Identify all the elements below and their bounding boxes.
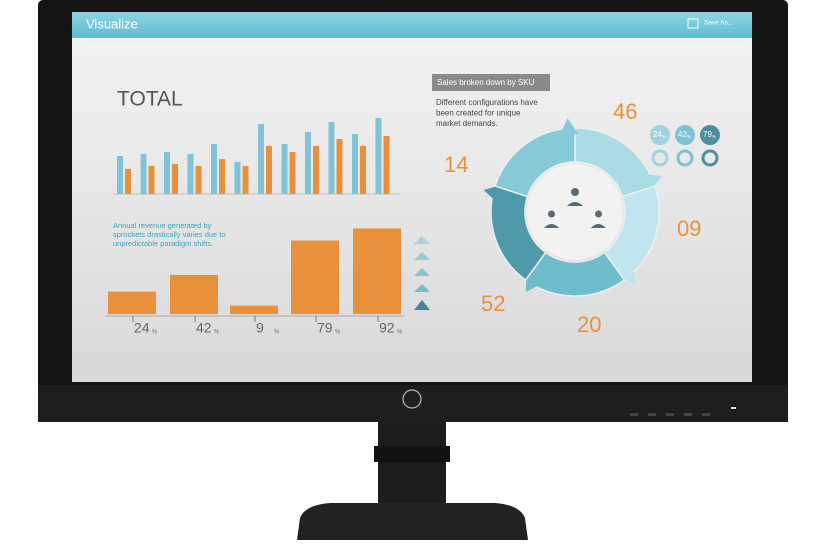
badge: [650, 125, 670, 145]
badge-value: 42: [678, 130, 687, 139]
bar: [148, 166, 155, 194]
badge: [700, 125, 720, 145]
description-line: sprockets drastically varies due to: [113, 230, 226, 239]
bar: [219, 159, 225, 194]
bar: [170, 274, 218, 314]
bar-unit: %: [274, 330, 280, 336]
bar-value: 42: [196, 320, 212, 336]
bar-unit: %: [397, 330, 403, 336]
bar: [336, 139, 343, 194]
donut-label: 20: [577, 312, 601, 337]
donut-segment: [494, 127, 576, 198]
bar: [117, 156, 123, 194]
bar: [164, 152, 170, 194]
bezel-chin: [38, 385, 788, 422]
bar: [234, 162, 241, 194]
bar: [266, 146, 272, 194]
bar-unit: %: [214, 330, 220, 336]
bar-value: 92: [379, 320, 395, 336]
bar: [172, 164, 178, 194]
bar: [328, 122, 335, 194]
save-button[interactable]: Save As...: [704, 20, 733, 27]
description-line: been created for unique: [436, 109, 521, 118]
save-icon[interactable]: [687, 18, 699, 29]
donut-label: 52: [481, 291, 505, 316]
donut-arrow: [525, 273, 543, 293]
bar-unit: %: [152, 330, 158, 336]
sku-label: Sales broken down by SKU: [437, 78, 535, 87]
badge-unit: %: [687, 134, 691, 139]
bar: [375, 118, 382, 194]
badge-unit: %: [712, 134, 716, 139]
badge-ring: [676, 149, 694, 167]
bar: [383, 136, 390, 194]
badge-value: 24: [653, 130, 662, 139]
donut-arrow: [559, 118, 579, 136]
bar-value: 9: [256, 320, 264, 336]
bar: [291, 240, 339, 314]
triangle-stack: [414, 236, 430, 310]
buttons[interactable]: [630, 407, 736, 416]
bar: [125, 169, 131, 194]
bar: [352, 134, 358, 194]
bar: [108, 291, 156, 314]
donut-label: 09: [677, 216, 701, 241]
donut-arrow: [618, 264, 637, 284]
bar: [211, 144, 217, 194]
bar-unit: %: [335, 330, 341, 336]
stand-collar: [374, 446, 450, 462]
header-bar: [72, 12, 752, 38]
bar: [195, 166, 202, 194]
badge-unit: %: [662, 134, 666, 139]
bar-value: 24: [134, 320, 150, 336]
description-line: market demands.: [436, 119, 498, 128]
description-line: Different configurations have: [436, 98, 538, 107]
logo: [402, 389, 422, 409]
donut-label: 14: [444, 152, 468, 177]
badge: [675, 125, 695, 145]
sku-label-box: [432, 74, 550, 91]
donut-arrow: [483, 184, 502, 203]
description-line: unpredictable paradigm shifts.: [113, 239, 213, 248]
bar: [305, 132, 311, 194]
stand-base: [297, 503, 528, 540]
bar: [281, 144, 288, 194]
bar: [360, 146, 366, 194]
bar: [313, 146, 319, 194]
badge-value: 79: [703, 130, 712, 139]
donut-label: 46: [613, 99, 637, 124]
people-icon: [544, 188, 606, 228]
bar: [187, 154, 194, 194]
donut-hub: [527, 164, 623, 260]
donut-arrow: [642, 173, 662, 192]
total-title: TOTAL: [117, 88, 183, 111]
badge-ring: [701, 149, 719, 167]
bar: [230, 305, 278, 314]
bar: [258, 124, 264, 194]
bar: [353, 228, 401, 314]
bar: [242, 166, 249, 194]
app-title: Visualize: [86, 16, 138, 31]
bar: [289, 152, 296, 194]
bar-value: 79: [317, 320, 333, 336]
description-line: Annual revenue generated by: [113, 221, 212, 230]
badge-ring: [651, 149, 669, 167]
bar: [140, 154, 147, 194]
